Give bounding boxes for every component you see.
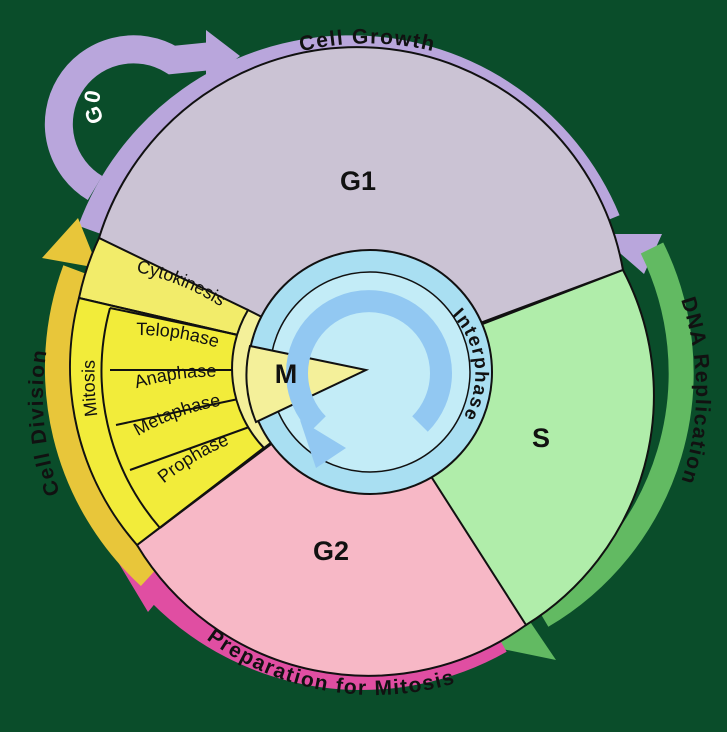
arrow-g0 xyxy=(44,30,240,200)
label-m: M xyxy=(275,359,298,389)
label-s: S xyxy=(532,423,550,453)
center-cycle-arrow xyxy=(286,290,452,468)
label-mitosis: Mitosis xyxy=(78,360,101,418)
sector-g2 xyxy=(135,368,528,677)
label-g2: G2 xyxy=(313,536,349,566)
arrow-cell-division xyxy=(42,218,160,586)
sector-g1 xyxy=(97,46,625,372)
label-g1: G1 xyxy=(340,166,376,196)
label-g0: G0 xyxy=(79,88,109,127)
mitosis-divider xyxy=(100,307,161,529)
